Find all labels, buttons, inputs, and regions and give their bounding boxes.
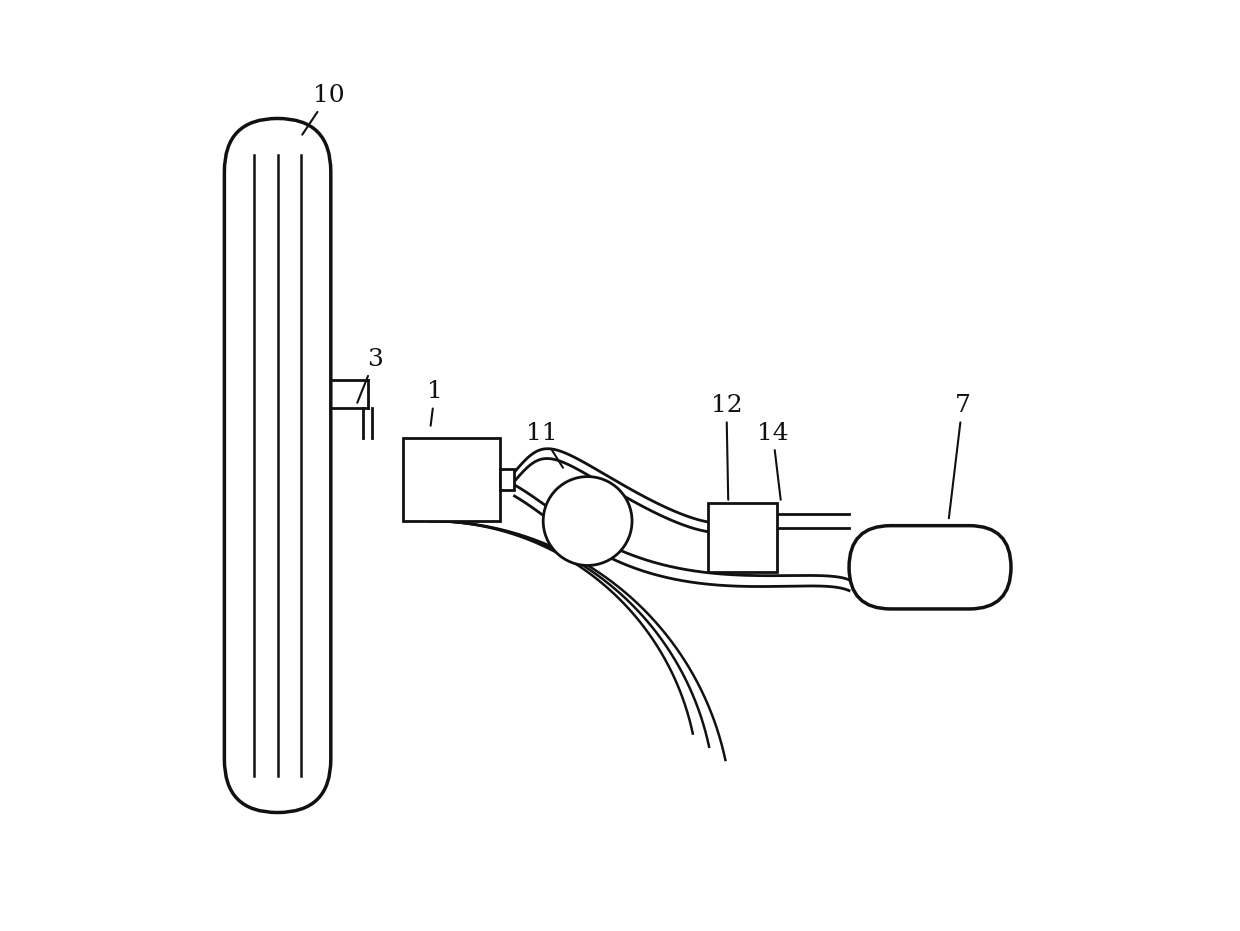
Bar bbox=[500, 469, 515, 490]
Text: 7: 7 bbox=[949, 394, 971, 519]
FancyBboxPatch shape bbox=[224, 118, 331, 813]
Bar bbox=[708, 503, 777, 572]
Bar bbox=[403, 438, 500, 521]
Text: 1: 1 bbox=[427, 380, 443, 425]
Text: 10: 10 bbox=[303, 84, 345, 135]
FancyBboxPatch shape bbox=[849, 526, 1011, 609]
Text: 14: 14 bbox=[756, 422, 789, 500]
Circle shape bbox=[543, 477, 632, 565]
Text: 11: 11 bbox=[526, 422, 563, 467]
Text: 3: 3 bbox=[357, 347, 383, 403]
Text: 12: 12 bbox=[711, 394, 743, 500]
